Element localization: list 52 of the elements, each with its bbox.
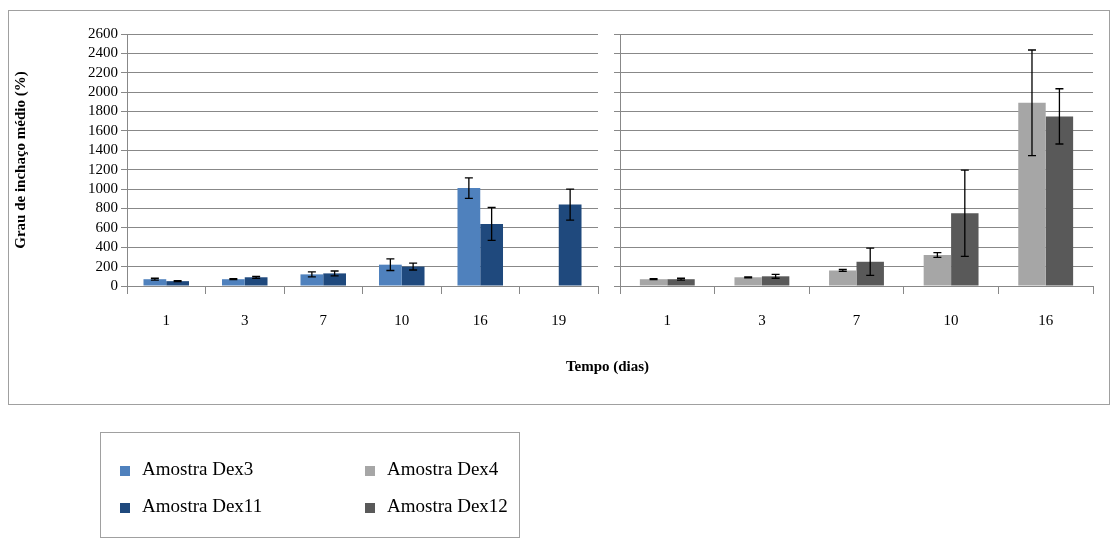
- y-tick-label: 2000: [88, 83, 118, 100]
- y-tick-label: 2200: [88, 63, 118, 80]
- legend-label: Amostra Dex12: [387, 495, 508, 516]
- bar: [923, 254, 952, 286]
- bar: [1045, 116, 1074, 286]
- x-tick-label: 7: [319, 311, 328, 328]
- bar: [480, 223, 504, 286]
- bar: [166, 281, 190, 286]
- x-tick-label: 7: [852, 311, 861, 328]
- bar: [323, 273, 347, 286]
- y-tick-label: 1400: [88, 141, 118, 158]
- y-tick-label: 1200: [88, 160, 118, 177]
- y-tick-label: 600: [95, 218, 118, 235]
- y-tick-label: 1800: [88, 102, 118, 119]
- bar: [639, 279, 668, 286]
- bar: [300, 274, 324, 286]
- x-axis-title: Tempo (dias): [564, 358, 651, 375]
- legend-label: Amostra Dex3: [142, 458, 254, 479]
- x-tick-label: 10: [394, 311, 410, 328]
- y-tick-label: 400: [95, 238, 118, 255]
- x-tick-label: 19: [551, 311, 567, 328]
- bar: [1018, 102, 1046, 286]
- x-tick-label: 3: [758, 311, 766, 328]
- y-tick-label: 0: [110, 276, 118, 293]
- x-tick-label: 1: [663, 311, 672, 328]
- y-axis-title: Grau de inchaço médio (%): [11, 71, 29, 249]
- x-tick-label: 3: [241, 311, 249, 328]
- legend-label: Amostra Dex4: [387, 458, 499, 479]
- x-tick-label: 16: [1038, 311, 1054, 328]
- bar: [951, 213, 979, 286]
- bar: [667, 279, 695, 286]
- x-tick-label: 10: [943, 311, 959, 328]
- bar: [558, 204, 582, 286]
- bar: [457, 188, 481, 286]
- bar: [734, 277, 762, 286]
- bar: [829, 270, 857, 286]
- y-tick-label: 800: [95, 199, 118, 216]
- bar: [761, 276, 790, 286]
- bar: [401, 266, 425, 286]
- y-tick-label: 1600: [88, 121, 118, 138]
- bar: [378, 264, 402, 286]
- bar: [143, 279, 167, 286]
- y-tick-label: 2400: [88, 44, 118, 61]
- y-tick-label: 2600: [88, 24, 118, 41]
- y-tick-label: 200: [95, 257, 118, 274]
- bar: [221, 279, 245, 286]
- bar: [244, 277, 268, 286]
- bar: [856, 261, 884, 286]
- x-tick-label: 1: [162, 311, 170, 328]
- y-tick-label: 1000: [88, 180, 118, 197]
- x-tick-label: 16: [472, 311, 489, 328]
- legend-label: Amostra Dex11: [142, 495, 263, 516]
